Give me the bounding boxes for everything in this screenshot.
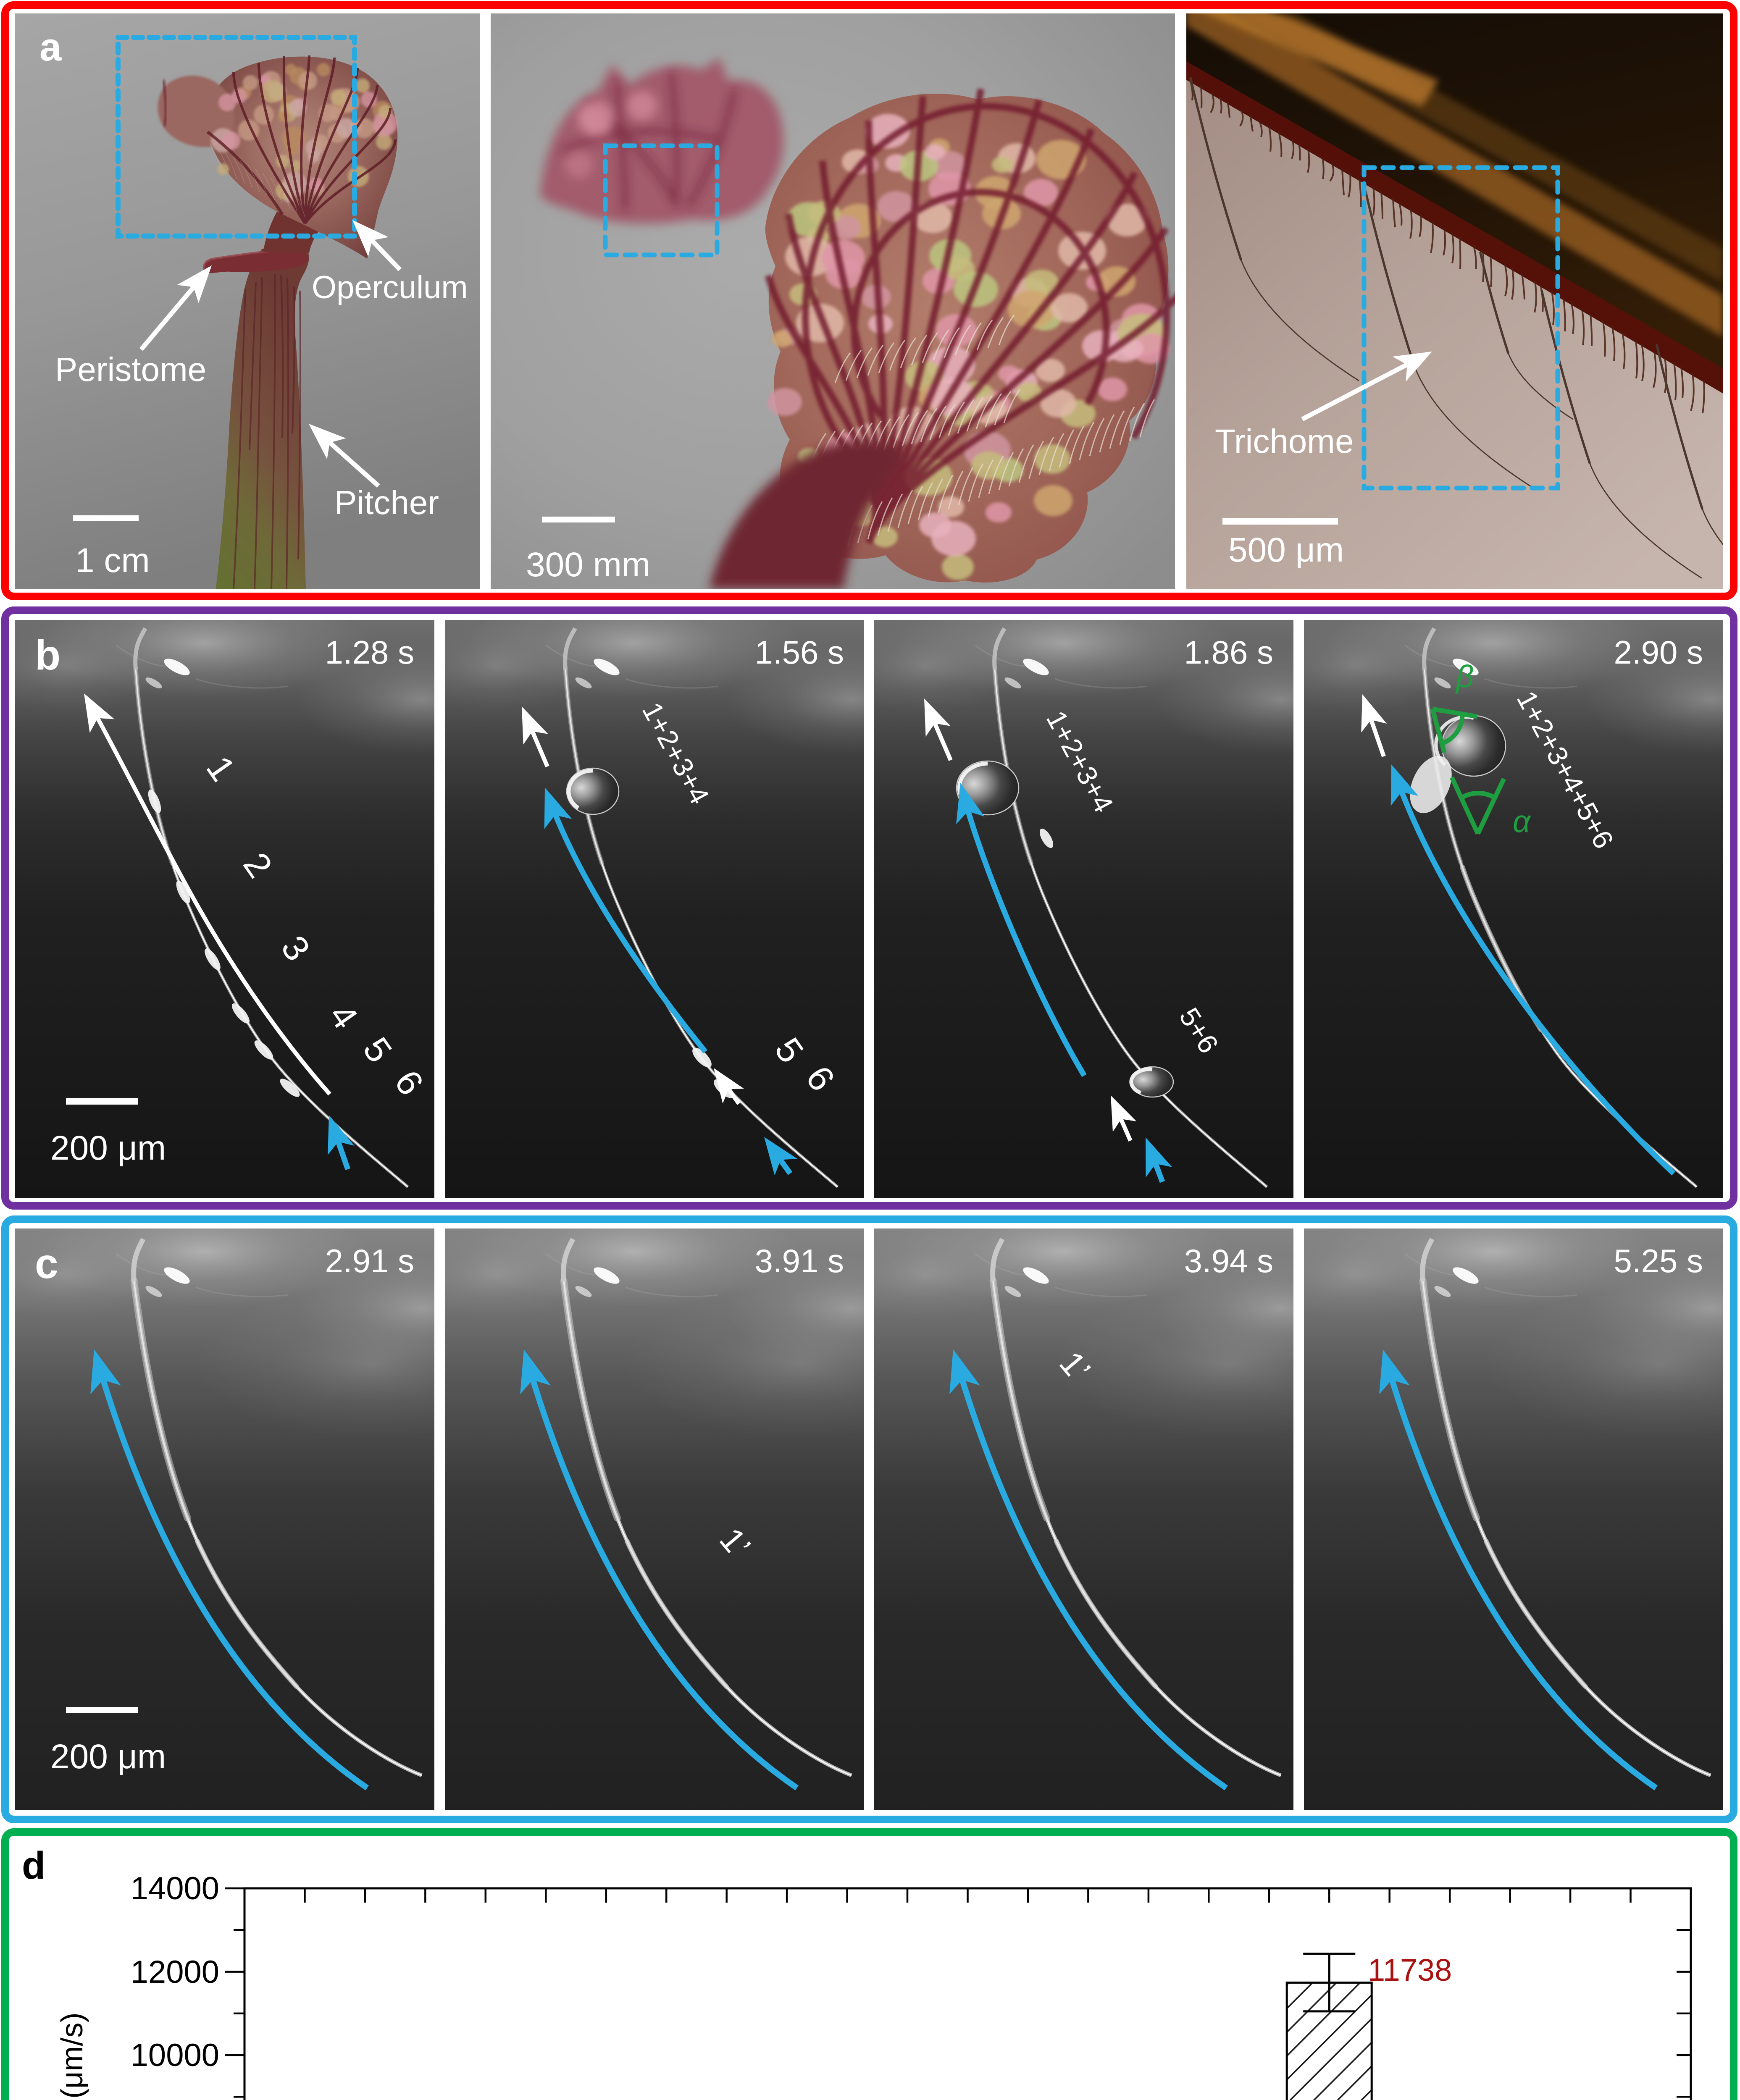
svg-text:α: α [1513,804,1531,839]
svg-text:200 μm: 200 μm [50,1129,166,1167]
svg-text:1.28 s: 1.28 s [325,634,414,671]
svg-text:a: a [39,25,62,69]
svg-text:Operculum: Operculum [312,270,468,305]
svg-text:3.94 s: 3.94 s [1184,1242,1273,1279]
svg-text:β: β [1455,659,1474,694]
svg-text:500 μm: 500 μm [1228,531,1344,569]
svg-text:11738: 11738 [1368,1953,1452,1987]
svg-text:c: c [35,1240,58,1287]
svg-text:Trichome: Trichome [1215,423,1354,460]
svg-text:1.56 s: 1.56 s [755,634,844,671]
svg-text:3.91 s: 3.91 s [755,1242,844,1279]
svg-text:300 mm: 300 mm [526,546,650,584]
svg-text:10000: 10000 [131,2037,219,2073]
svg-text:1 cm: 1 cm [75,541,150,580]
svg-text:2.91 s: 2.91 s [325,1242,414,1279]
svg-text:14000: 14000 [131,1871,219,1906]
svg-text:Transport Velocity (μm/s): Transport Velocity (μm/s) [55,2013,89,2100]
svg-text:Pitcher: Pitcher [334,484,439,521]
svg-text:1.86 s: 1.86 s [1184,634,1273,671]
svg-text:b: b [35,632,60,679]
svg-text:12000: 12000 [131,1954,219,1990]
svg-text:200 μm: 200 μm [50,1738,166,1776]
svg-text:2.90 s: 2.90 s [1614,634,1703,671]
svg-text:Peristome: Peristome [55,351,206,388]
svg-text:5.25 s: 5.25 s [1614,1242,1703,1279]
